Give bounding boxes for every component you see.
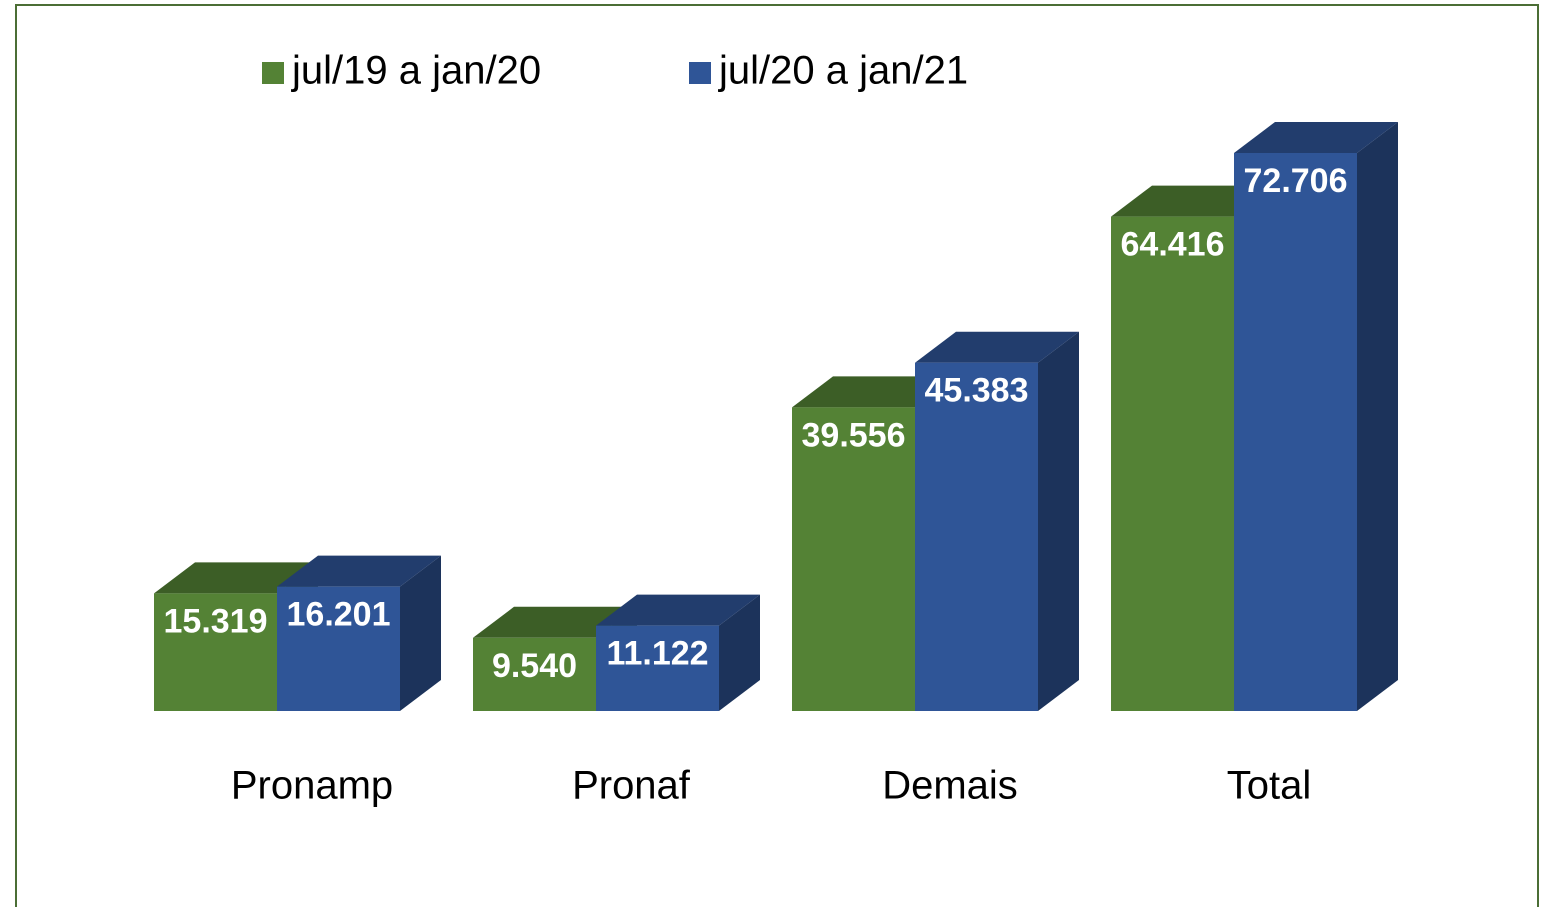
bar-side	[400, 555, 441, 711]
value-label: 15.319	[164, 602, 268, 640]
legend-swatch	[262, 62, 284, 84]
x-tick-label: Pronamp	[231, 764, 393, 808]
bar-side	[1038, 331, 1079, 711]
x-tick-label: Total	[1227, 764, 1312, 808]
value-label: 16.201	[287, 596, 391, 634]
bar	[154, 593, 277, 711]
value-label: 9.540	[492, 647, 577, 685]
legend-label: jul/19 a jan/20	[291, 49, 541, 93]
bar	[792, 407, 915, 711]
value-label: 45.383	[925, 372, 1029, 410]
bar	[1111, 216, 1234, 711]
value-label: 39.556	[802, 416, 906, 454]
x-tick-label: Demais	[882, 764, 1018, 808]
bar-side	[719, 594, 760, 711]
bar-side	[1357, 122, 1398, 711]
x-tick-label: Pronaf	[572, 764, 691, 808]
bar-top	[277, 555, 441, 587]
legend-label: jul/20 a jan/21	[718, 49, 968, 93]
legend-swatch	[689, 62, 711, 84]
bar-top	[154, 562, 318, 594]
bar-top	[915, 331, 1079, 363]
bar	[596, 625, 719, 711]
value-label: 72.706	[1244, 162, 1348, 200]
bar-top	[596, 594, 760, 626]
bar	[277, 586, 400, 711]
bar-top	[1234, 122, 1398, 153]
value-label: 11.122	[606, 635, 708, 673]
bar	[1234, 153, 1357, 711]
bar	[473, 637, 596, 711]
bar	[915, 362, 1038, 711]
value-label: 64.416	[1121, 226, 1225, 264]
